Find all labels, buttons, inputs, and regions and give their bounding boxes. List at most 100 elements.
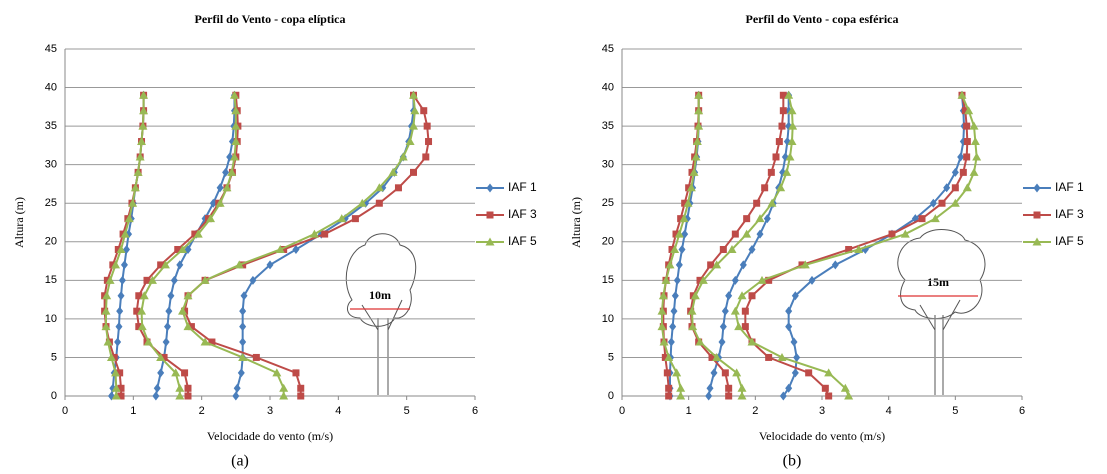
- marker: [175, 383, 185, 392]
- marker: [688, 322, 698, 331]
- marker: [779, 391, 787, 401]
- marker: [840, 383, 850, 392]
- marker: [209, 198, 217, 208]
- marker: [156, 352, 166, 361]
- marker: [663, 369, 671, 377]
- marker: [785, 322, 793, 332]
- marker: [178, 244, 188, 253]
- marker: [959, 168, 967, 176]
- marker: [957, 90, 967, 99]
- marker: [676, 383, 686, 392]
- y-tick-label: 25: [45, 197, 57, 209]
- marker: [805, 369, 813, 377]
- marker: [152, 391, 160, 401]
- marker: [679, 214, 689, 223]
- marker: [184, 392, 192, 400]
- marker: [111, 383, 121, 392]
- marker: [102, 291, 112, 300]
- marker: [239, 322, 247, 332]
- marker: [963, 122, 971, 130]
- marker: [844, 391, 854, 400]
- marker: [950, 198, 960, 207]
- marker: [160, 260, 170, 269]
- marker: [824, 368, 834, 377]
- marker: [683, 198, 693, 207]
- y-axis-label: Altura (m): [12, 197, 26, 248]
- marker: [785, 306, 793, 316]
- tree-icon-a: [345, 233, 417, 395]
- marker: [409, 121, 418, 130]
- legend-marker: [485, 237, 495, 246]
- marker: [800, 260, 810, 269]
- y-tick-label: 5: [51, 351, 57, 363]
- y-tick-label: 20: [602, 236, 614, 248]
- marker: [234, 260, 244, 269]
- marker: [405, 137, 415, 146]
- marker: [183, 291, 193, 300]
- marker: [135, 152, 145, 161]
- x-tick-label: 5: [952, 405, 958, 417]
- marker: [231, 137, 241, 146]
- marker: [938, 199, 946, 207]
- marker: [164, 322, 171, 332]
- marker: [143, 276, 151, 284]
- marker: [753, 199, 761, 207]
- marker: [678, 244, 686, 254]
- marker: [845, 245, 853, 253]
- marker: [239, 337, 247, 347]
- x-tick-label: 5: [404, 405, 410, 417]
- marker: [698, 275, 708, 284]
- legend-marker: [1033, 211, 1041, 219]
- marker: [375, 199, 383, 207]
- marker: [115, 322, 123, 332]
- marker: [737, 291, 747, 300]
- marker: [170, 275, 178, 285]
- y-tick-label: 40: [45, 81, 57, 93]
- marker: [229, 152, 239, 161]
- marker: [748, 292, 756, 300]
- marker: [943, 183, 951, 193]
- marker: [694, 106, 704, 115]
- x-tick-label: 6: [1019, 405, 1025, 417]
- profile-line: [782, 95, 966, 397]
- marker: [133, 307, 141, 315]
- y-tick-label: 25: [602, 197, 614, 209]
- marker: [249, 275, 257, 285]
- marker: [117, 384, 125, 392]
- x-axis-label: Velocidade do vento (m/s): [207, 429, 333, 443]
- marker: [117, 291, 125, 301]
- y-tick-label: 15: [602, 274, 614, 286]
- x-tick-label: 2: [199, 405, 205, 417]
- marker: [712, 352, 722, 361]
- legend-marker: [1033, 183, 1041, 193]
- profile-line: [183, 94, 430, 396]
- marker: [775, 138, 783, 146]
- marker: [120, 260, 128, 270]
- marker: [972, 152, 982, 161]
- y-tick-label: 35: [602, 120, 614, 132]
- marker: [175, 391, 185, 400]
- marker: [176, 260, 184, 270]
- y-tick-label: 30: [45, 159, 57, 171]
- marker: [114, 337, 122, 347]
- marker: [731, 275, 739, 285]
- marker: [776, 183, 786, 192]
- marker: [951, 184, 959, 192]
- marker: [742, 229, 752, 238]
- marker: [808, 275, 816, 285]
- marker: [765, 353, 773, 361]
- legend-label: IAF 3: [508, 207, 537, 221]
- series: [657, 90, 982, 400]
- y-tick-label: 0: [51, 390, 57, 402]
- x-tick-label: 3: [267, 405, 273, 417]
- marker: [193, 229, 203, 238]
- marker: [215, 198, 225, 207]
- series: [107, 90, 417, 401]
- marker: [687, 306, 697, 315]
- marker: [721, 369, 729, 377]
- legend-label: IAF 1: [508, 180, 537, 194]
- marker: [734, 322, 744, 331]
- marker: [222, 183, 232, 192]
- y-tick-label: 20: [45, 236, 57, 248]
